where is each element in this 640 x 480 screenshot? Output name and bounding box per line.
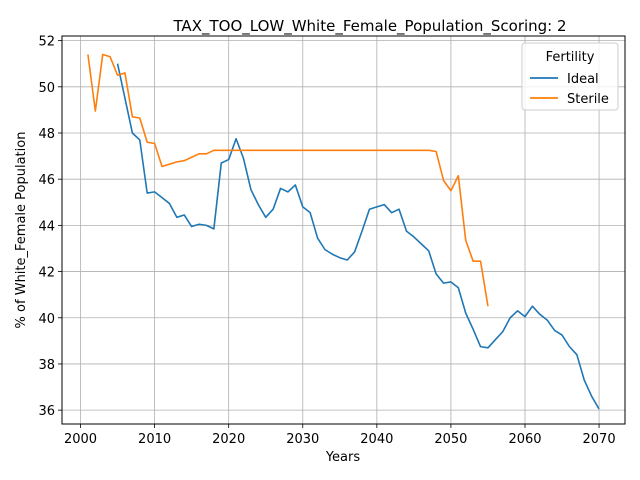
x-tick-label: 2040 [360,432,393,447]
y-tick-label: 40 [38,312,55,327]
x-tick-label: 2060 [508,432,541,447]
y-tick-label: 52 [38,35,55,50]
y-tick-label: 44 [38,219,55,234]
legend: Fertility Ideal Sterile [521,42,619,111]
plot-area-frame [61,35,626,425]
x-axis-label: Years [325,450,361,465]
y-tick-label: 36 [38,404,55,419]
series-line-ideal [116,63,600,410]
legend-label-sterile: Sterile [567,92,609,107]
legend-title: Fertility [546,50,595,65]
y-tick-label: 46 [38,173,55,188]
chart-title: TAX_TOO_LOW_White_Female_Population_Scor… [172,17,566,36]
legend-box [521,42,619,111]
x-tick-label: 2010 [138,432,171,447]
x-tick-label: 2050 [434,432,467,447]
y-axis-ticks: 36 38 40 42 44 46 48 50 52 [38,35,62,419]
x-tick-label: 2020 [212,432,245,447]
x-tick-label: 2000 [64,432,97,447]
x-tick-label: 2070 [583,432,616,447]
x-axis-ticks: 2000 2010 2020 2030 2040 2050 2060 2070 [64,424,616,447]
y-tick-label: 42 [38,266,55,281]
y-tick-label: 38 [38,358,55,373]
y-axis-label: % of White_Female Population [14,132,29,329]
legend-label-ideal: Ideal [567,72,599,87]
x-tick-label: 2030 [286,432,319,447]
y-tick-label: 48 [38,127,55,142]
series-lines [87,53,600,410]
y-tick-label: 50 [38,81,55,96]
series-line-sterile [87,53,489,307]
